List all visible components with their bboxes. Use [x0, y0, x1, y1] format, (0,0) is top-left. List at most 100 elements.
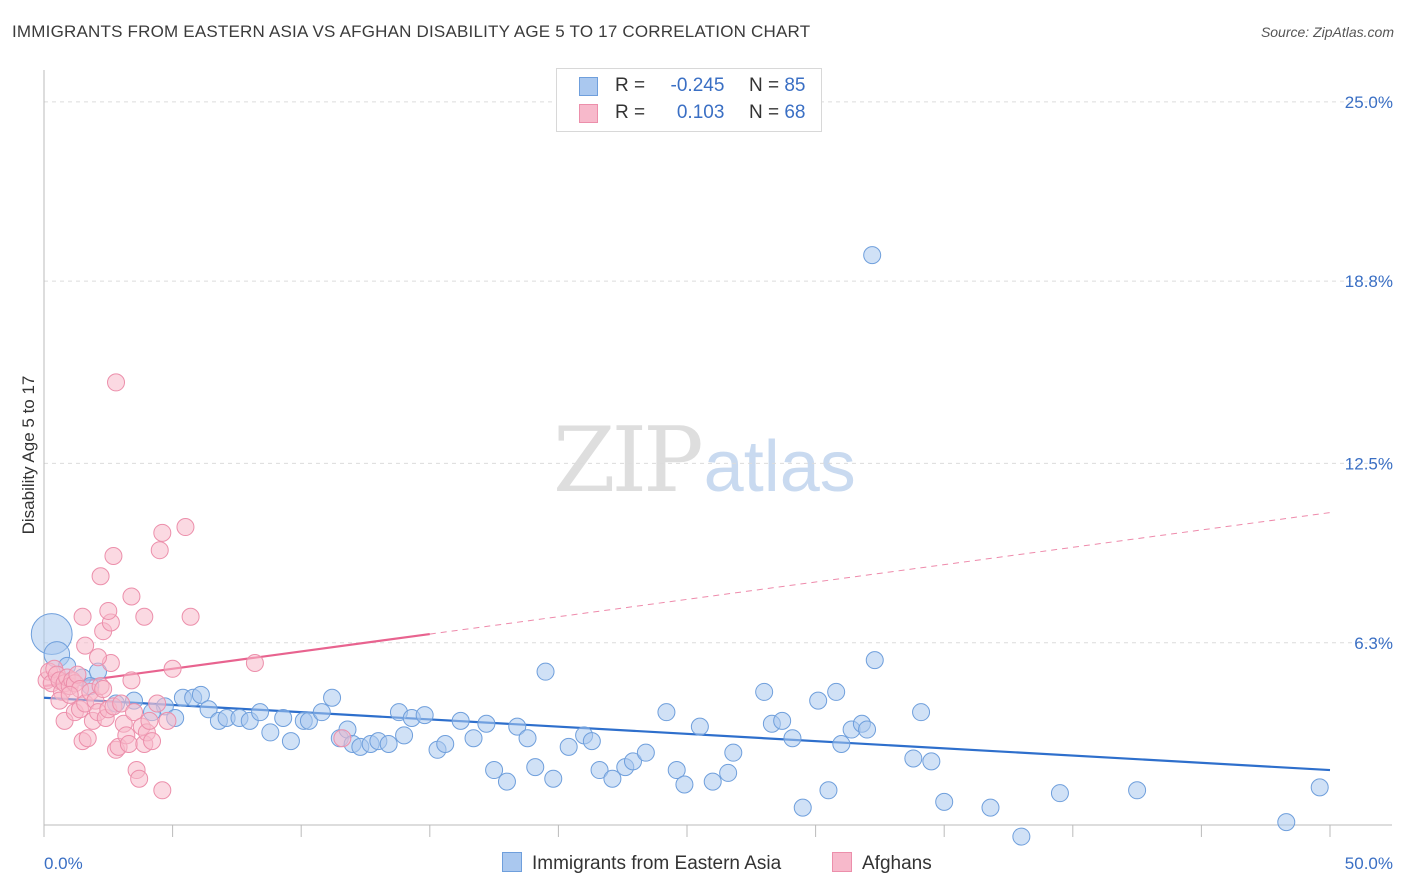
legend-swatch-blue	[579, 77, 598, 96]
afghans-point	[125, 703, 144, 722]
eastern-asia-point	[312, 703, 331, 722]
afghans-point	[143, 732, 162, 751]
eastern-asia-point	[724, 743, 743, 762]
afghans-point	[148, 694, 167, 713]
eastern-asia-point	[809, 691, 828, 710]
eastern-asia-point	[379, 735, 398, 754]
afghans-point	[76, 636, 95, 655]
afghans-point	[60, 685, 79, 704]
eastern-asia-point	[773, 711, 792, 730]
trend-line-afghans-dashed	[429, 512, 1331, 635]
afghans-point	[112, 694, 131, 713]
afghans-point	[94, 680, 113, 699]
eastern-asia-point	[518, 729, 537, 748]
eastern-asia-point	[281, 732, 300, 751]
afghans-point	[122, 671, 141, 690]
eastern-asia-point	[603, 769, 622, 788]
watermark-atlas: atlas	[703, 427, 856, 507]
eastern-asia-point	[675, 775, 694, 794]
eastern-asia-point	[497, 772, 516, 791]
y-tick-label: 12.5%	[1345, 454, 1393, 473]
eastern-asia-point	[251, 703, 270, 722]
afghans-point	[73, 607, 92, 626]
eastern-asia-point	[922, 752, 941, 771]
afghans-point	[153, 523, 172, 542]
afghans-point	[122, 587, 141, 606]
eastern-asia-point	[981, 798, 1000, 817]
legend-swatch-pink	[579, 104, 598, 123]
stats-legend: R = -0.245 N = 85 R = 0.103 N = 68	[556, 68, 822, 132]
eastern-asia-point	[858, 720, 877, 739]
legend-r-value: -0.245	[670, 75, 725, 96]
afghans-point	[107, 373, 126, 392]
eastern-asia-point	[1012, 827, 1031, 846]
y-tick-label: 25.0%	[1345, 93, 1393, 112]
legend-r-label: R =	[615, 102, 646, 123]
eastern-asia-point	[464, 729, 483, 748]
legend-r-label: R =	[615, 75, 646, 96]
bottom-legend-swatch-pink	[832, 852, 852, 872]
eastern-asia-point	[1310, 778, 1329, 797]
eastern-asia-point	[299, 711, 318, 730]
chart-title: IMMIGRANTS FROM EASTERN ASIA VS AFGHAN D…	[12, 22, 811, 41]
eastern-asia-point	[191, 685, 210, 704]
eastern-asia-point	[436, 735, 455, 754]
eastern-asia-point	[274, 708, 293, 727]
eastern-asia-point	[590, 761, 609, 780]
legend-n-value: 85	[784, 75, 806, 96]
y-tick-label: 18.8%	[1345, 272, 1393, 291]
eastern-asia-point	[1128, 781, 1147, 800]
eastern-asia-point	[536, 662, 555, 681]
trend-line-afghans-solid	[43, 632, 430, 688]
bottom-legend-afghans: Afghans	[832, 852, 932, 875]
x-tick-label: 0.0%	[44, 854, 83, 873]
trend-layer	[43, 512, 1331, 772]
eastern-asia-point	[755, 682, 774, 701]
eastern-asia-point	[1277, 813, 1296, 832]
points-layer	[30, 246, 1329, 846]
afghans-point	[163, 659, 182, 678]
eastern-asia-point	[199, 700, 218, 719]
x-tick-label: 50.0%	[1345, 854, 1393, 873]
bottom-legend-label: Afghans	[862, 853, 932, 874]
eastern-asia-point	[719, 763, 738, 782]
eastern-asia-point	[793, 798, 812, 817]
eastern-asia-point	[1050, 784, 1069, 803]
afghans-point	[181, 607, 200, 626]
eastern-asia-point	[690, 717, 709, 736]
eastern-asia-point	[623, 752, 642, 771]
bottom-legend-eastern-asia: Immigrants from Eastern Asia	[502, 852, 781, 875]
y-axis-label: Disability Age 5 to 17	[19, 376, 38, 535]
afghans-point	[140, 711, 159, 730]
eastern-asia-point	[827, 682, 846, 701]
eastern-asia-point	[667, 761, 686, 780]
eastern-asia-point	[559, 737, 578, 756]
afghans-point	[158, 711, 177, 730]
eastern-asia-point	[832, 735, 851, 754]
afghans-point	[150, 541, 169, 560]
eastern-asia-point	[819, 781, 838, 800]
eastern-asia-point	[703, 772, 722, 791]
legend-r-value: 0.103	[676, 102, 725, 123]
eastern-asia-point	[395, 726, 414, 745]
legend-n-label: N =	[748, 75, 780, 96]
source-label: Source: ZipAtlas.com	[1260, 24, 1394, 40]
eastern-asia-point	[544, 769, 563, 788]
afghans-point	[135, 607, 154, 626]
afghans-point	[104, 546, 123, 565]
eastern-asia-point	[323, 688, 342, 707]
legend-n-value: 68	[784, 102, 806, 123]
eastern-asia-point	[451, 711, 470, 730]
afghans-point	[99, 601, 118, 620]
eastern-asia-point	[415, 706, 434, 725]
eastern-asia-point	[477, 714, 496, 733]
eastern-asia-point	[904, 749, 923, 768]
afghans-point	[245, 654, 264, 673]
afghans-point	[91, 567, 110, 586]
eastern-asia-point	[863, 246, 882, 265]
eastern-asia-point	[865, 651, 884, 670]
afghans-point	[119, 735, 138, 754]
watermark: ZIPatlas	[553, 408, 856, 513]
eastern-asia-point	[912, 703, 931, 722]
afghans-point	[130, 769, 149, 788]
